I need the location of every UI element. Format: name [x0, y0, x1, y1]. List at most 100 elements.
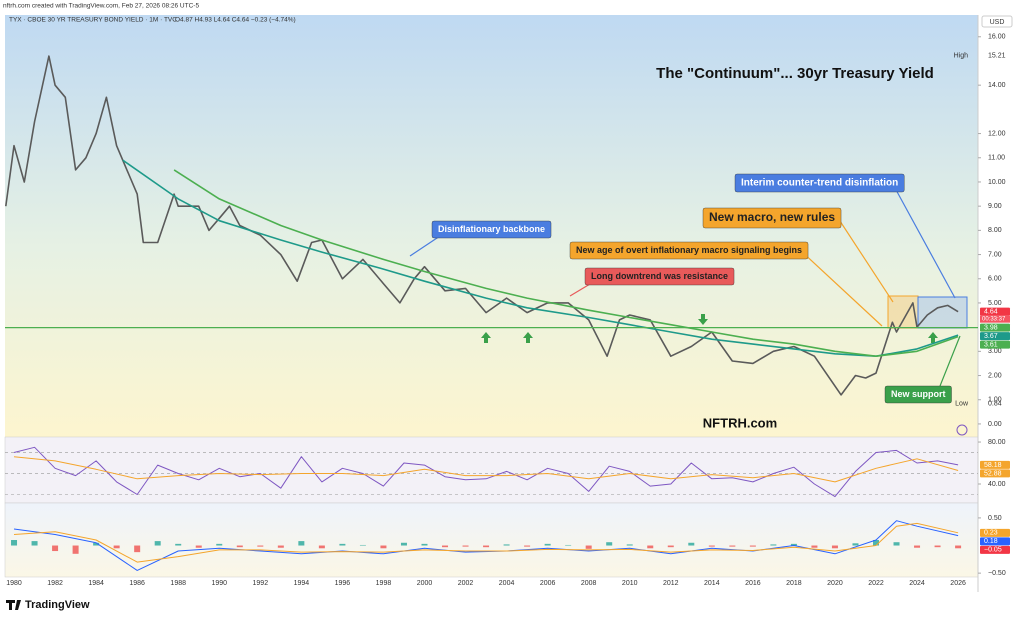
histogram-bar [852, 543, 859, 546]
ohlc: O4.87 H4.93 L4.64 C4.64 −0.23 (−4.74%) [175, 17, 296, 24]
annotation: Interim counter-trend disinflation [734, 173, 905, 193]
pointer [894, 187, 956, 299]
annotation-lines [409, 187, 961, 387]
highlight-box-blue [917, 296, 968, 329]
symbol: TYX · CBOE 30 YR TREASURY BOND YIELD · 1… [9, 17, 177, 24]
histogram-bar [893, 542, 900, 546]
histogram-bar [257, 545, 264, 547]
y-tick-label: 9.00 [988, 203, 1002, 210]
histogram-bar [442, 545, 449, 548]
price-tag [980, 460, 1010, 469]
y-tick-label: 40.00 [988, 481, 1006, 488]
histogram-bar [483, 545, 490, 548]
histogram-bar [790, 543, 797, 546]
extreme-value: 15.21 [988, 53, 1006, 60]
x-tick-label: 1980 [6, 580, 22, 587]
y-tick-label: 80.00 [988, 439, 1006, 446]
histogram-bar [154, 541, 161, 546]
histogram-bar [503, 544, 510, 546]
x-tick-label: 2008 [581, 580, 597, 587]
price-tag [980, 537, 1010, 546]
annotation-text: Interim counter-trend disinflation [741, 178, 898, 189]
x-tick-label: 1994 [294, 580, 310, 587]
histogram-bar [565, 544, 572, 546]
macd-pane [4, 502, 979, 578]
y-tick-label: 12.00 [988, 130, 1006, 137]
tv-logo [6, 600, 21, 610]
histogram-bar [236, 545, 243, 548]
x-tick-label: 2006 [540, 580, 556, 587]
y-tick-label: 2.00 [988, 372, 1002, 379]
price-tag [980, 528, 1010, 537]
series-line [173, 169, 959, 357]
arrows [481, 314, 938, 343]
histogram-bar [380, 545, 387, 549]
annotation-box [584, 267, 735, 286]
histogram-bar [400, 542, 407, 546]
y-tick-label: 6.00 [988, 276, 1002, 283]
pointer [799, 249, 883, 327]
histogram-bar [873, 540, 880, 546]
countdown-tag [980, 315, 1010, 323]
currency: USD [990, 19, 1005, 26]
x-tick-label: 1992 [253, 580, 269, 587]
histogram-bar [811, 545, 818, 548]
y-tick-label: 0.00 [988, 421, 1002, 428]
annotation-text: New support [891, 389, 946, 399]
y-tick-label: 16.00 [988, 34, 1006, 41]
settings-icon[interactable] [956, 424, 968, 436]
x-tick-label: 2012 [663, 580, 679, 587]
price-tag [980, 340, 1010, 349]
histogram-bar [462, 545, 469, 547]
annotation: New support [884, 385, 952, 404]
annotation-box [431, 220, 552, 239]
series-line [13, 522, 959, 563]
histogram-bar [52, 545, 59, 552]
annotation: New macro, new rules [702, 207, 842, 229]
histogram-bar [113, 545, 120, 549]
histogram-bar [359, 544, 366, 546]
y-tick-label: 8.00 [988, 227, 1002, 234]
histogram-bar [298, 541, 305, 546]
price-tag-label: 3.98 [984, 324, 998, 331]
down-arrow [698, 314, 708, 325]
histogram-bar [606, 542, 613, 546]
series-line [13, 456, 959, 483]
annotation-box [884, 385, 952, 404]
x-tick-label: 2000 [417, 580, 433, 587]
x-tick-label: 2018 [786, 580, 802, 587]
price-tag-label: 3.67 [984, 333, 998, 340]
up-arrow [523, 332, 533, 343]
y-tick-label: 14.00 [988, 82, 1006, 89]
price-tag [980, 469, 1010, 478]
annotation-box [734, 173, 905, 193]
histogram-bar [31, 541, 38, 546]
extreme-label: High [954, 53, 969, 60]
pointer [939, 335, 961, 387]
histogram-bar [934, 545, 941, 548]
y-tick-label: 3.00 [988, 348, 1002, 355]
countdown: 00:33:37 [982, 317, 1006, 323]
histogram-bar [585, 545, 592, 549]
price-tag [980, 545, 1010, 554]
pointer [409, 235, 441, 257]
price-tag-label: 3.61 [984, 341, 998, 348]
price-tag-label: 4.64 [984, 309, 998, 316]
currency-box [981, 15, 1013, 28]
histogram-bar [277, 545, 284, 548]
histogram-bar [175, 543, 182, 546]
x-tick-label: 1986 [129, 580, 145, 587]
y-tick-label: −0.50 [988, 570, 1006, 577]
histogram-bar [11, 540, 18, 546]
x-tick-label: 2002 [458, 580, 474, 587]
histogram-bar [524, 545, 531, 547]
histogram-bar [647, 545, 654, 549]
histogram-bar [708, 545, 715, 547]
histogram-bar [749, 545, 756, 547]
x-tick-label: 2014 [704, 580, 720, 587]
x-tick-label: 2016 [745, 580, 761, 587]
histogram-bar [318, 545, 325, 549]
extreme-label: Low [955, 400, 969, 407]
histogram-bar [339, 543, 346, 546]
